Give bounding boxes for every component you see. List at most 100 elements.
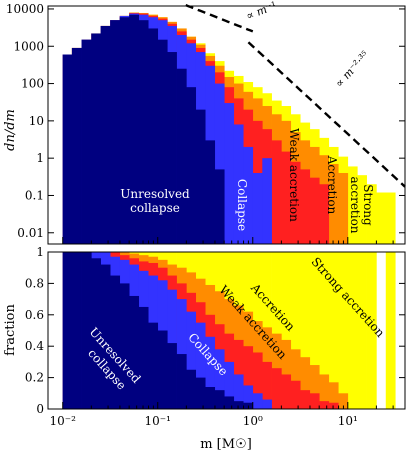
top-label-strong-2: accretion bbox=[348, 176, 362, 233]
fraction-strong bbox=[300, 252, 311, 409]
bottom-bars bbox=[62, 252, 396, 409]
bar-collapse bbox=[214, 83, 225, 244]
bar-collapse bbox=[243, 146, 254, 244]
fraction-weak bbox=[309, 393, 320, 409]
top-label-collapse: Collapse bbox=[235, 179, 249, 231]
top-ytick-label: 10 bbox=[29, 114, 44, 128]
bar-strong-accretion bbox=[366, 184, 377, 244]
bar-collapse bbox=[252, 173, 263, 244]
fraction-collapse bbox=[233, 374, 244, 409]
fraction-collapse bbox=[252, 393, 263, 409]
reference-lines bbox=[185, 3, 406, 188]
fraction-unresolved bbox=[100, 264, 111, 409]
bar-weak-accretion bbox=[281, 151, 292, 244]
fraction-unresolved bbox=[214, 390, 225, 409]
fraction-collapse bbox=[195, 322, 206, 409]
bottom-ytick-label: 0.2 bbox=[25, 371, 44, 385]
bar-unresolved-collapse bbox=[100, 25, 111, 245]
bar-unresolved-collapse bbox=[62, 54, 73, 244]
top-ytick-label: 0.1 bbox=[25, 188, 44, 202]
bar-weak-accretion bbox=[271, 140, 282, 244]
ticks: 0.01 0.1 1 10 100 1000 10000 0 0.2 0.4 0.6 0.8 1 10⁻²… bbox=[6, 2, 406, 428]
bottom-ytick-label: 0 bbox=[36, 402, 44, 416]
top-frame bbox=[47, 5, 406, 245]
fraction-strong bbox=[357, 252, 367, 409]
bar-unresolved-collapse bbox=[205, 140, 216, 244]
fraction-weak bbox=[271, 368, 282, 409]
bar-unresolved-collapse bbox=[186, 87, 197, 244]
bar-unresolved-collapse bbox=[195, 109, 206, 244]
bar-unresolved-collapse bbox=[167, 52, 177, 244]
fraction-unresolved bbox=[119, 283, 130, 409]
bar-unresolved-collapse bbox=[176, 68, 187, 244]
fraction-weak bbox=[328, 402, 339, 409]
bar-unresolved-collapse bbox=[81, 39, 92, 244]
fraction-strong bbox=[281, 252, 292, 409]
fraction-unresolved bbox=[195, 377, 206, 409]
top-label-unresolved-1: Unresolved bbox=[120, 187, 190, 201]
bar-weak-accretion bbox=[290, 161, 301, 244]
top-ytick-label: 1 bbox=[36, 151, 44, 165]
fraction-collapse bbox=[214, 349, 225, 409]
fraction-collapse bbox=[224, 361, 235, 409]
bar-collapse bbox=[233, 124, 244, 244]
x-label: m [M☉] bbox=[200, 437, 252, 452]
bar-strong-accretion bbox=[376, 192, 387, 244]
fraction-weak bbox=[281, 374, 292, 409]
fraction-unresolved bbox=[176, 354, 187, 409]
fraction-strong bbox=[319, 252, 330, 409]
fraction-accretion bbox=[290, 349, 301, 409]
fraction-collapse bbox=[205, 336, 216, 409]
fraction-unresolved bbox=[81, 252, 92, 409]
bar-strong-accretion bbox=[385, 192, 396, 244]
top-label-weak: Weak accretion bbox=[287, 128, 301, 222]
bar-unresolved-collapse bbox=[110, 20, 121, 245]
fraction-unresolved bbox=[186, 369, 197, 409]
top-label-unresolved-2: collapse bbox=[130, 201, 180, 215]
fraction-weak bbox=[262, 361, 272, 409]
fraction-strong bbox=[271, 252, 282, 409]
bottom-frame bbox=[47, 251, 406, 410]
bottom-ytick-label: 0.4 bbox=[25, 339, 44, 353]
fraction-unresolved bbox=[110, 275, 121, 409]
fraction-unresolved bbox=[157, 330, 168, 409]
xtick-label: 10⁻¹ bbox=[145, 414, 171, 428]
bottom-ytick-label: 1 bbox=[36, 245, 44, 259]
bar-unresolved-collapse bbox=[91, 33, 101, 245]
reference-line-2 bbox=[247, 41, 406, 188]
y-label-top: dn/dm bbox=[3, 109, 18, 151]
bar-unresolved-collapse bbox=[129, 14, 140, 245]
bar-accretion bbox=[338, 173, 349, 244]
reference-line-1 bbox=[185, 3, 254, 33]
bar-weak-accretion bbox=[309, 177, 320, 244]
bar-unresolved-collapse bbox=[157, 39, 168, 244]
xtick-label: 10¹ bbox=[338, 414, 358, 428]
fraction-weak bbox=[252, 352, 263, 409]
fraction-weak bbox=[290, 380, 301, 409]
bar-weak-accretion bbox=[300, 169, 311, 244]
fraction-accretion bbox=[319, 374, 330, 409]
fraction-strong bbox=[309, 252, 320, 409]
fraction-unresolved bbox=[167, 343, 177, 409]
bar-collapse bbox=[224, 103, 235, 244]
bar-unresolved-collapse bbox=[138, 20, 149, 245]
bar-collapse bbox=[262, 158, 272, 244]
bar-accretion bbox=[328, 163, 339, 244]
top-bars bbox=[62, 12, 396, 245]
bar-strong-accretion bbox=[357, 175, 367, 244]
fraction-strong bbox=[328, 252, 339, 409]
bar-unresolved-collapse bbox=[71, 47, 82, 245]
fraction-weak bbox=[300, 390, 311, 409]
fraction-collapse bbox=[262, 399, 272, 409]
fraction-unresolved bbox=[138, 306, 149, 409]
fraction-unresolved bbox=[148, 322, 159, 409]
xtick-label: 10⁰ bbox=[243, 414, 263, 428]
bar-unresolved-collapse bbox=[119, 17, 130, 245]
slope-label-1: ∝ m⁻¹ bbox=[244, 0, 278, 23]
fraction-weak bbox=[243, 346, 254, 409]
bar-unresolved-collapse bbox=[148, 28, 159, 245]
top-ytick-label: 0.01 bbox=[17, 226, 44, 240]
slope-label-2: ∝ m⁻²·³⁵ bbox=[333, 48, 372, 90]
